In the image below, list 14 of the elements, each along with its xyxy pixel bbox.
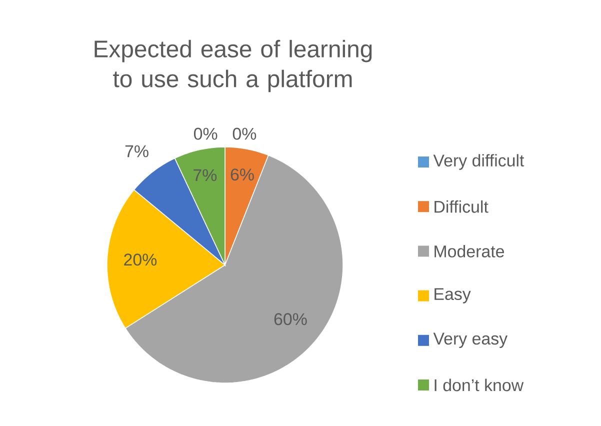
legend-label: Very easy	[433, 332, 508, 348]
data-label: 7%	[125, 145, 148, 158]
text: 0%	[232, 128, 256, 140]
legend-label: Very difficult	[433, 154, 524, 170]
data-label: 7%	[194, 169, 217, 182]
legend-label: Difficult	[434, 200, 488, 213]
legend-label: Easy	[434, 288, 471, 304]
text: 0%	[194, 128, 218, 140]
legend-label: I don’t know	[434, 378, 524, 392]
data-label: 20%	[124, 254, 157, 266]
legend-label: Moderate	[434, 244, 504, 258]
data-label: 60%	[274, 313, 307, 326]
chart-title: Expected ease of learning to use such a platform	[94, 40, 372, 92]
data-label: 6%	[230, 168, 254, 181]
